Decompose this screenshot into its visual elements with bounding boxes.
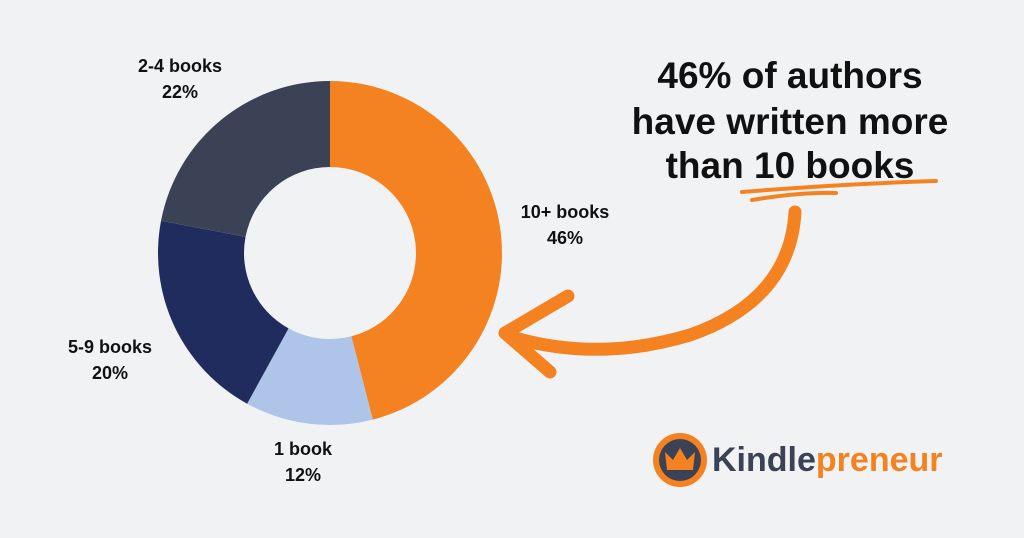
arrow [508,205,802,356]
category-label: 5-9 books [68,337,152,357]
logo: Kindlepreneur [653,433,943,487]
donut-segment [161,81,330,237]
arrow-head [498,289,575,379]
category-label: 10+ books [521,202,610,222]
category-label: 2-4 books [138,56,222,76]
donut-segment [247,328,373,425]
logo-text: Kindlepreneur [712,441,943,479]
value-label: 20% [92,363,128,383]
annotation-line: than 10 books [666,145,915,186]
logo-part: preneur [816,441,943,479]
donut-segment [158,220,289,404]
value-label: 22% [162,82,198,102]
category-label: 1 book [274,439,333,459]
underline [740,179,938,202]
logo-crown [665,448,695,470]
value-label: 12% [285,465,321,485]
annotation-line: have written more [632,101,949,142]
donut-segment [330,81,503,420]
logo-part: Kindle [712,441,816,479]
value-label: 46% [547,228,583,248]
annotation-line: 46% of authors [657,55,922,96]
